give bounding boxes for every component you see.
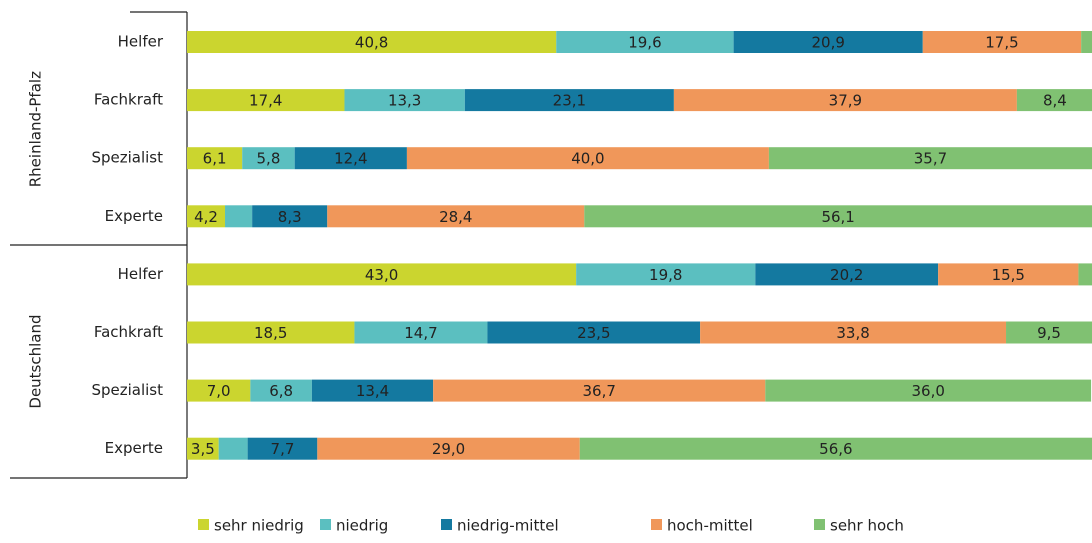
- bar-segment: [327, 205, 585, 228]
- data-label: 33,8: [836, 324, 869, 342]
- data-label: 17,4: [249, 92, 282, 110]
- bar-segment: [1078, 263, 1092, 286]
- y-tick-label: Experte: [105, 207, 163, 225]
- data-label: 15,5: [992, 266, 1025, 284]
- bar-segment: [584, 205, 1092, 228]
- bar-segment: [242, 147, 295, 170]
- data-label: 17,5: [985, 34, 1018, 52]
- bar-segment: [225, 205, 253, 228]
- bar-segment: [673, 89, 1017, 112]
- data-label: 19,6: [628, 34, 661, 52]
- legend-swatch: [651, 519, 662, 530]
- bar-segment: [187, 379, 251, 402]
- data-label: 12,4: [334, 150, 367, 168]
- data-label: 18,5: [254, 324, 287, 342]
- bar-segment: [755, 263, 939, 286]
- data-label: 7,0: [207, 382, 231, 400]
- legend-swatch: [198, 519, 209, 530]
- legend-label: niedrig: [336, 517, 388, 535]
- bar-segment: [576, 263, 756, 286]
- y-tick-label: Helfer: [118, 33, 164, 51]
- bar-segment: [768, 147, 1092, 170]
- data-label: 8,4: [1043, 92, 1067, 110]
- y-tick-label: Experte: [105, 439, 163, 457]
- bar-segment: [354, 321, 488, 344]
- bar-segment: [187, 147, 243, 170]
- legend-label: hoch-mittel: [667, 517, 753, 535]
- data-label: 13,4: [356, 382, 389, 400]
- group-label: Deutschland: [27, 314, 45, 408]
- data-label: 5,8: [257, 150, 281, 168]
- bar-segment: [1006, 321, 1092, 344]
- data-label: 7,7: [271, 440, 295, 458]
- bar-segment: [218, 437, 248, 460]
- bar-segment: [250, 379, 312, 402]
- data-label: 40,8: [355, 34, 388, 52]
- legend-swatch: [320, 519, 331, 530]
- bar-segment: [406, 147, 769, 170]
- y-tick-label: Spezialist: [91, 149, 163, 167]
- y-tick-label: Fachkraft: [94, 91, 163, 109]
- bar-segment: [187, 321, 355, 344]
- bar-segment: [187, 31, 557, 53]
- legend-label: niedrig-mittel: [457, 517, 559, 535]
- bar-segment: [1016, 89, 1092, 112]
- y-tick-label: Helfer: [118, 265, 164, 283]
- bar-segment: [579, 437, 1092, 460]
- bar-segment: [294, 147, 407, 170]
- bar-segment: [187, 89, 345, 112]
- y-tick-label: Fachkraft: [94, 323, 163, 341]
- bar-segment: [464, 89, 674, 112]
- bar-segment: [433, 379, 766, 402]
- bar-segment: [344, 89, 465, 112]
- data-label: 35,7: [914, 150, 947, 168]
- data-label: 3,5: [191, 440, 215, 458]
- group-label: Rheinland-Pfalz: [27, 71, 45, 187]
- bar-segment: [700, 321, 1007, 344]
- data-label: 23,1: [553, 92, 586, 110]
- bar-segment: [487, 321, 701, 344]
- legend-label: sehr niedrig: [214, 517, 304, 535]
- data-label: 28,4: [439, 208, 472, 226]
- bar-segment: [765, 379, 1092, 402]
- bar-segment: [187, 205, 226, 228]
- data-label: 13,3: [388, 92, 421, 110]
- data-label: 20,9: [811, 34, 844, 52]
- data-label: 43,0: [365, 266, 398, 284]
- data-label: 56,1: [821, 208, 854, 226]
- bar-segment: [187, 437, 219, 460]
- data-label: 36,0: [911, 382, 944, 400]
- data-label: 40,0: [571, 150, 604, 168]
- data-label: 4,2: [194, 208, 218, 226]
- y-tick-label: Spezialist: [91, 381, 163, 399]
- data-label: 36,7: [583, 382, 616, 400]
- bar-segment: [247, 437, 318, 460]
- bar-segment: [556, 31, 734, 53]
- data-label: 9,5: [1037, 324, 1061, 342]
- bar-segment: [187, 263, 577, 286]
- bar-segment: [311, 379, 434, 402]
- bar-segment: [938, 263, 1079, 286]
- data-label: 20,2: [830, 266, 863, 284]
- bar-segment: [317, 437, 580, 460]
- data-label: 6,1: [203, 150, 227, 168]
- data-label: 56,6: [819, 440, 852, 458]
- data-label: 19,8: [649, 266, 682, 284]
- bar-segment: [1081, 31, 1092, 53]
- data-label: 8,3: [278, 208, 302, 226]
- legend-label: sehr hoch: [830, 517, 904, 535]
- legend-swatch: [441, 519, 452, 530]
- bar-segment: [733, 31, 923, 53]
- data-label: 37,9: [829, 92, 862, 110]
- data-label: 14,7: [404, 324, 437, 342]
- data-label: 23,5: [577, 324, 610, 342]
- bar-segment: [252, 205, 328, 228]
- data-label: 6,8: [269, 382, 293, 400]
- legend-swatch: [814, 519, 825, 530]
- bar-segment: [922, 31, 1082, 53]
- data-label: 29,0: [432, 440, 465, 458]
